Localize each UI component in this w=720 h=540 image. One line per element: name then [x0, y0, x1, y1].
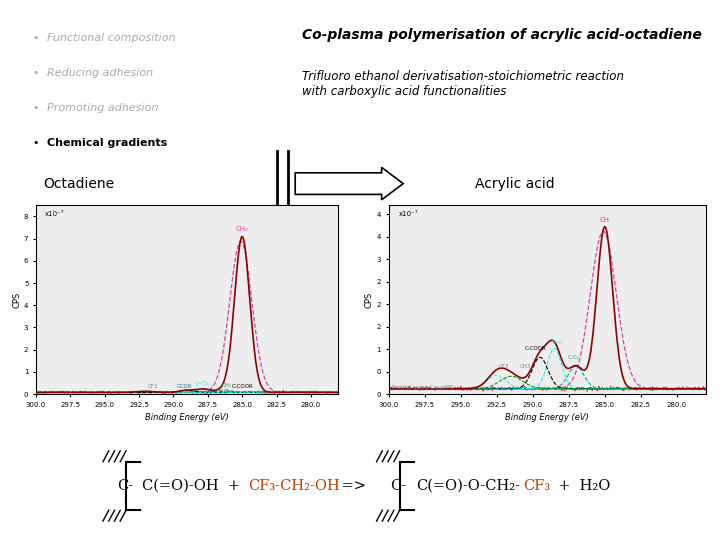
Text: Co-plasma polymerisation of acrylic acid-octadiene: Co-plasma polymerisation of acrylic acid…	[302, 28, 702, 42]
Text: Chemical gradients: Chemical gradients	[47, 138, 167, 148]
Text: Printed using CasaXPS: Printed using CasaXPS	[392, 386, 454, 390]
Text: Reducing adhesion: Reducing adhesion	[47, 68, 153, 78]
Text: Octadiene: Octadiene	[43, 177, 114, 191]
Text: C=O: C=O	[551, 340, 564, 345]
Text: Acrylic acid: Acrylic acid	[475, 177, 555, 191]
Text: CF3: CF3	[148, 384, 158, 389]
Text: Trifluoro ethanol derivatisation-stoichiometric reaction
with carboxylic acid fu: Trifluoro ethanol derivatisation-stoichi…	[302, 70, 624, 98]
Text: C(=O)-O-CH₂-: C(=O)-O-CH₂-	[416, 479, 520, 493]
Text: C-COOR: C-COOR	[231, 384, 253, 389]
Text: Functional composition: Functional composition	[47, 33, 175, 43]
Text: =>: =>	[337, 479, 366, 493]
Text: •: •	[32, 33, 40, 43]
Text: CF3: CF3	[499, 364, 509, 369]
Text: C-: C-	[117, 479, 132, 493]
Text: •: •	[32, 138, 40, 148]
Text: CH₂: CH₂	[222, 383, 232, 388]
Text: x10⁻⁷: x10⁻⁷	[45, 211, 65, 217]
Text: CH₂: CH₂	[235, 226, 248, 232]
Text: C-: C-	[390, 479, 406, 493]
FancyArrow shape	[295, 167, 403, 200]
Y-axis label: CPS: CPS	[365, 292, 374, 308]
Text: C(=O)-OH  +: C(=O)-OH +	[142, 479, 249, 493]
Text: x10⁻⁷: x10⁻⁷	[398, 211, 418, 217]
X-axis label: Binding Energy (eV): Binding Energy (eV)	[145, 414, 229, 422]
Text: C-COOR: C-COOR	[525, 347, 546, 352]
Text: C-C₂: C-C₂	[567, 355, 579, 361]
Text: Promoting adhesion: Promoting adhesion	[47, 103, 158, 113]
Text: •: •	[32, 103, 40, 113]
Text: CH: CH	[600, 217, 610, 223]
Text: C=O₂: C=O₂	[195, 381, 210, 386]
X-axis label: Binding Energy (eV): Binding Energy (eV)	[505, 414, 589, 422]
Text: CCOR: CCOR	[176, 384, 192, 389]
Text: +  H₂O: + H₂O	[549, 479, 611, 493]
Text: CF₃: CF₃	[523, 479, 550, 493]
Text: •: •	[32, 68, 40, 78]
Y-axis label: CPS: CPS	[12, 292, 21, 308]
Text: CH3: CH3	[520, 364, 531, 369]
Text: CF₃-CH₂-OH: CF₃-CH₂-OH	[248, 479, 340, 493]
